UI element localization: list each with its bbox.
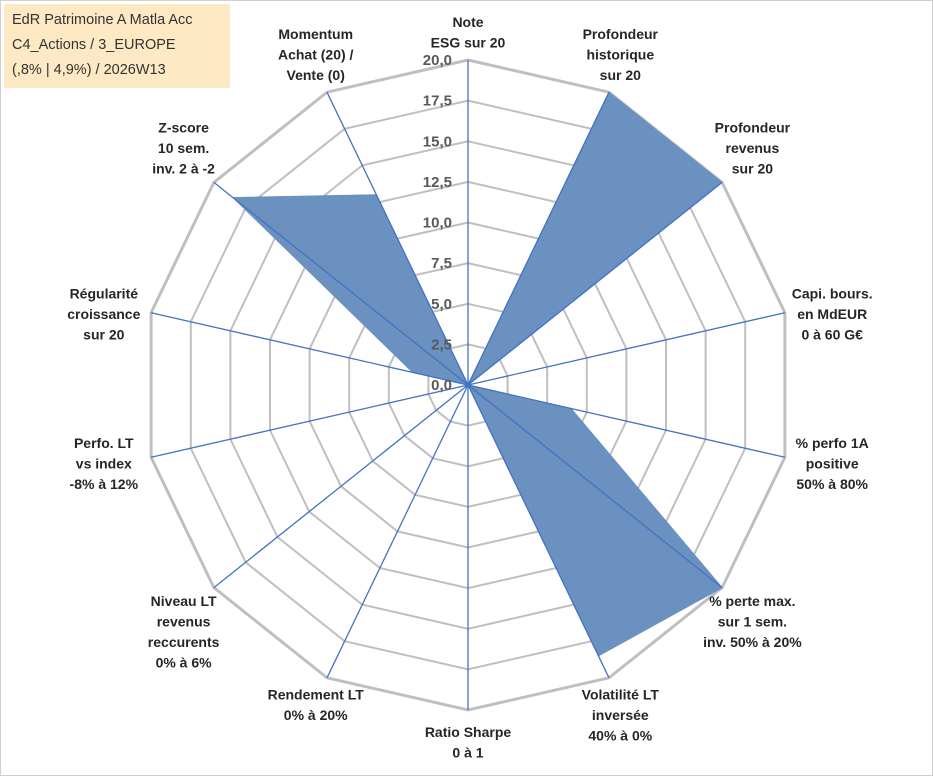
axis-label-line: 0 à 1	[452, 745, 483, 761]
axis-label-line: Vente (0)	[287, 67, 345, 83]
axis-label-line: historique	[586, 46, 654, 62]
axis-label-line: Volatilité LT	[582, 687, 660, 703]
tick-label: 17,5	[423, 93, 452, 110]
axis-label: Perfo. LT vs index -8% à 12%	[70, 435, 139, 492]
tick-label: 15,0	[423, 133, 452, 150]
axis-label-line: ESG sur 20	[431, 35, 506, 51]
axis-spoke	[467, 384, 723, 589]
axis-label-line: sur 20	[600, 67, 641, 83]
axis-spoke	[467, 312, 786, 386]
radar-series	[231, 91, 723, 657]
axis-label-line: sur 20	[732, 160, 773, 176]
axis-label-line: sur 1 sem.	[718, 614, 787, 630]
axis-label-line: reccurents	[148, 634, 220, 650]
tick-label: 12,5	[423, 174, 452, 191]
axis-label: % perfo 1A positive 50% à 80%	[796, 435, 869, 492]
axis-label-line: Rendement LT	[268, 687, 365, 703]
tick-label: 7,5	[431, 255, 452, 272]
axis-label-line: inv. 2 à -2	[152, 160, 215, 176]
axis-label-line: positive	[806, 456, 859, 472]
axis-label: Volatilité LT inversée 40% à 0%	[582, 687, 660, 744]
axis-label-line: % perte max.	[709, 593, 795, 609]
axis-label-line: en MdEUR	[797, 306, 867, 322]
axis-label-line: Profondeur	[715, 119, 791, 135]
radar-tick-labels: 0,0 2,5 5,0 7,5 10,0 12,5 15,0 17,5 20,0	[423, 52, 452, 394]
axis-label-line: 10 sem.	[158, 140, 209, 156]
axis-label-line: revenus	[157, 614, 211, 630]
axis-label: Profondeur historique sur 20	[583, 26, 659, 83]
fund-category: C4_Actions / 3_EUROPE	[12, 37, 176, 53]
axis-label-line: Z-score	[158, 119, 209, 135]
axis-label-line: croissance	[67, 306, 140, 322]
tick-label: 0,0	[431, 377, 452, 394]
axis-label: Momentum Achat (20) / Vente (0)	[278, 26, 354, 83]
fund-name: EdR Patrimoine A Matla Acc	[12, 12, 193, 28]
axis-label-line: Achat (20) /	[278, 46, 354, 62]
tick-label: 10,0	[423, 215, 452, 232]
axis-label-line: 0% à 20%	[284, 707, 348, 723]
axis-label: Rendement LT 0% à 20%	[268, 687, 365, 724]
axis-spoke	[326, 384, 469, 679]
axis-label-line: Régularité	[70, 285, 139, 301]
axis-label-line: % perfo 1A	[796, 435, 869, 451]
axis-label-line: 40% à 0%	[588, 728, 652, 744]
fund-stats: (,8% | 4,9%) / 2026W13	[12, 62, 166, 78]
axis-spoke	[467, 384, 786, 458]
axis-label-line: Profondeur	[583, 26, 659, 42]
axis-label-line: Perfo. LT	[74, 435, 134, 451]
axis-label-line: Ratio Sharpe	[425, 724, 512, 740]
axis-label-line: inv. 50% à 20%	[703, 634, 802, 650]
axis-label-line: Note	[452, 14, 483, 30]
series-area	[231, 91, 723, 657]
axis-label: Ratio Sharpe 0 à 1	[425, 724, 512, 761]
axis-label-line: sur 20	[83, 326, 124, 342]
axis-label: Niveau LT revenus reccurents 0% à 6%	[148, 593, 220, 671]
axis-label-line: -8% à 12%	[70, 476, 139, 492]
axis-label-line: revenus	[726, 140, 780, 156]
radar-spokes	[150, 60, 786, 710]
tick-label: 5,0	[431, 296, 452, 313]
axis-label: Capi. bours. en MdEUR 0 à 60 G€	[792, 285, 873, 342]
axis-label-line: Niveau LT	[151, 593, 217, 609]
axis-spoke	[150, 384, 469, 458]
axis-label: Profondeur revenus sur 20	[715, 119, 791, 176]
axis-spoke	[467, 181, 723, 386]
axis-label: Z-score 10 sem. inv. 2 à -2	[152, 119, 215, 176]
axis-label-line: 0% à 6%	[156, 655, 213, 671]
axis-label: Note ESG sur 20	[431, 14, 506, 51]
axis-spoke	[467, 384, 610, 679]
axis-label-line: vs index	[76, 456, 132, 472]
tick-label: 20,0	[423, 52, 452, 69]
axis-spoke	[150, 312, 469, 386]
axis-label-line: Momentum	[278, 26, 353, 42]
axis-spoke	[213, 181, 469, 386]
axis-spoke	[467, 91, 610, 386]
radar-axis-labels: Note ESG sur 20 Profondeur historique sur 20…	[67, 14, 872, 761]
axis-label-line: 50% à 80%	[796, 476, 868, 492]
axis-spoke	[213, 384, 469, 589]
axis-label: Régularité croissance sur 20	[67, 285, 140, 342]
tick-label: 2,5	[431, 336, 452, 353]
fund-info-box: EdR Patrimoine A Matla Acc C4_Actions / …	[4, 4, 230, 88]
axis-spoke	[326, 91, 469, 386]
axis-label-line: 0 à 60 G€	[801, 326, 863, 342]
axis-label-line: inversée	[592, 707, 649, 723]
axis-label: % perte max. sur 1 sem. inv. 50% à 20%	[703, 593, 802, 650]
axis-label-line: Capi. bours.	[792, 285, 873, 301]
